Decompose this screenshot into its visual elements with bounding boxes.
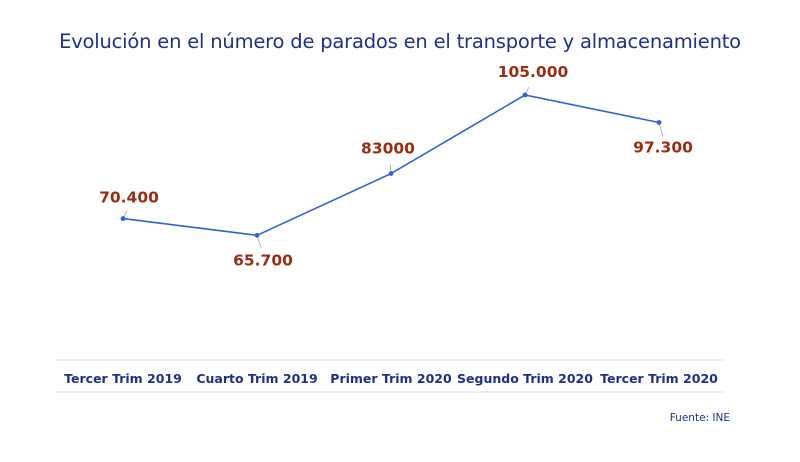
- x-tick-label: Tercer Trim 2020: [600, 371, 718, 386]
- source-note: Fuente: INE: [669, 412, 730, 424]
- data-label: 65.700: [233, 251, 293, 269]
- data-label: 105.000: [498, 63, 569, 81]
- data-point: [254, 232, 260, 238]
- series-line: [122, 94, 660, 237]
- data-label-leader: [658, 122, 664, 137]
- data-label: 83000: [361, 140, 415, 158]
- data-point: [522, 92, 528, 98]
- data-point: [388, 171, 394, 176]
- chart-title: Evolución en el número de parados en el …: [59, 30, 741, 53]
- x-tick-label: Segundo Trim 2020: [457, 371, 593, 386]
- data-point: [656, 120, 662, 125]
- x-tick-label: Tercer Trim 2019: [64, 371, 182, 386]
- data-label: 70.400: [99, 189, 159, 207]
- x-tick-label: Cuarto Trim 2019: [196, 371, 317, 386]
- data-point: [120, 216, 126, 221]
- x-tick-label: Primer Trim 2020: [330, 371, 452, 386]
- data-label: 97.300: [633, 139, 693, 157]
